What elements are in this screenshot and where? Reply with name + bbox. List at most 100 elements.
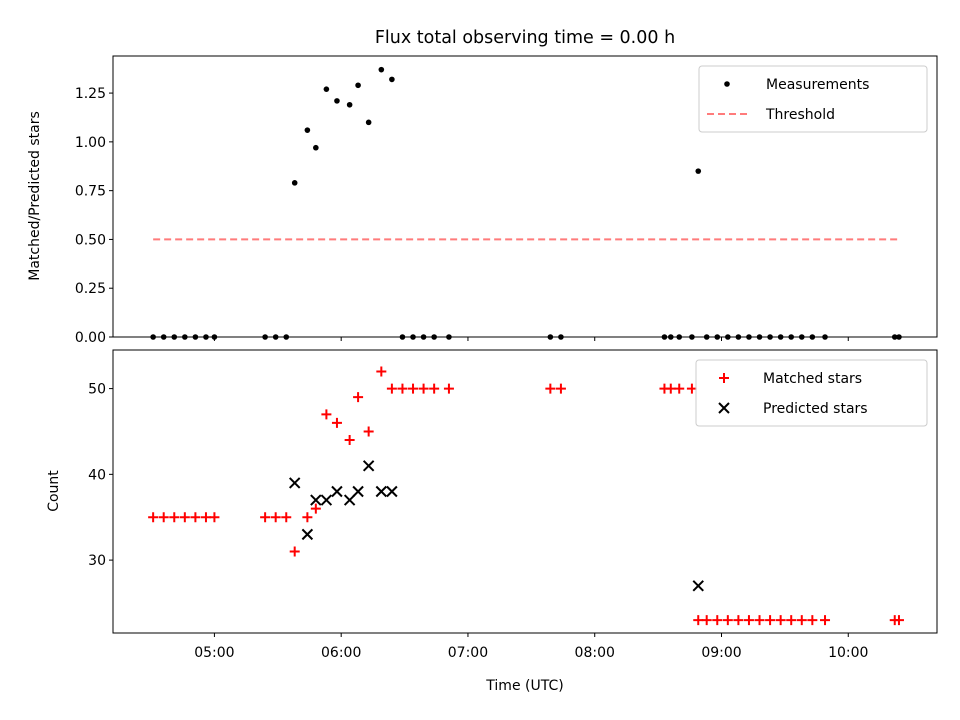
- measurement-point: [283, 334, 290, 340]
- measurement-point: [777, 334, 784, 340]
- matched-star-point: [200, 512, 211, 523]
- x-tick-label: 09:00: [701, 645, 741, 661]
- matched-star-point: [765, 615, 776, 626]
- matched-star-point: [169, 512, 180, 523]
- x-tick-label: 08:00: [575, 645, 615, 661]
- predicted-star-point: [343, 494, 356, 506]
- measurement-point: [410, 334, 416, 340]
- matched-star-point: [158, 512, 169, 523]
- measurement-point: [809, 334, 816, 340]
- matched-star-point: [754, 615, 765, 626]
- matched-star-point: [443, 383, 454, 394]
- top-panel: Matched/Predicted stars 0.00 0.25 0.50 0.75…: [27, 55, 938, 346]
- x-tick-label: 06:00: [321, 645, 361, 661]
- matched-star-point: [270, 512, 281, 523]
- matched-star-point: [712, 615, 723, 626]
- x-tick-label: 10:00: [828, 645, 868, 661]
- legend-dot-swatch: [724, 81, 730, 87]
- series-measurements: [150, 66, 902, 340]
- y-tick-label: 30: [88, 553, 106, 569]
- matched-star-point: [693, 615, 704, 626]
- y-tick-label: 50: [88, 382, 106, 398]
- measurement-point: [735, 334, 742, 340]
- matched-star-point: [302, 512, 313, 523]
- legend-label: Matched stars: [763, 371, 862, 387]
- measurement-point: [695, 168, 702, 174]
- measurement-point: [389, 76, 395, 83]
- matched-star-point: [353, 392, 364, 403]
- bottom-plot-frame: [112, 349, 938, 634]
- measurement-point: [365, 119, 372, 126]
- predicted-star-point: [362, 460, 375, 472]
- x-axis-label: Time (UTC): [485, 678, 563, 694]
- measurement-point: [378, 66, 385, 73]
- measurement-point: [547, 334, 554, 340]
- matched-star-point: [376, 366, 387, 377]
- measurement-point: [171, 334, 178, 340]
- series-matched-stars: [148, 366, 904, 626]
- legend: Measurements Threshold: [698, 65, 928, 133]
- measurement-point: [291, 180, 298, 186]
- matched-star-point: [807, 615, 818, 626]
- matched-star-point: [344, 435, 355, 446]
- measurement-point: [304, 127, 311, 133]
- measurement-point: [313, 144, 319, 151]
- matched-star-point: [418, 383, 429, 394]
- measurement-point: [150, 334, 156, 340]
- measurement-point: [746, 334, 752, 340]
- predicted-star-point: [331, 485, 343, 498]
- measurement-point: [272, 334, 279, 340]
- y-tick-label: 1.25: [75, 86, 106, 102]
- measurement-point: [446, 334, 452, 340]
- matched-star-point: [733, 615, 744, 626]
- measurement-point: [788, 334, 795, 340]
- matched-star-point: [555, 383, 566, 394]
- y-tick-label: 0.25: [75, 281, 106, 297]
- measurement-point: [211, 334, 218, 340]
- matched-star-point: [786, 615, 797, 626]
- measurement-point: [703, 334, 710, 340]
- matched-star-point: [289, 546, 300, 557]
- measurement-point: [667, 334, 674, 340]
- matched-star-point: [893, 615, 904, 626]
- measurement-point: [689, 334, 695, 340]
- measurement-point: [182, 334, 188, 340]
- matched-star-point: [775, 615, 786, 626]
- measurement-point: [355, 82, 361, 89]
- predicted-star-point: [320, 494, 333, 506]
- top-plot-frame: [112, 55, 938, 338]
- measurement-point: [676, 334, 683, 340]
- measurement-point: [262, 334, 268, 340]
- matched-star-point: [148, 512, 159, 523]
- y-tick-label: 0.00: [75, 330, 106, 346]
- measurement-point: [891, 334, 898, 340]
- series-predicted-stars: [288, 460, 704, 592]
- legend-plus-swatch: [719, 373, 729, 383]
- matched-star-point: [209, 512, 220, 523]
- chart-title: Flux total observing time = 0.00 h: [375, 28, 675, 48]
- measurement-point: [558, 334, 564, 340]
- matched-star-point: [281, 512, 292, 523]
- measurement-point: [725, 334, 731, 340]
- y-tick-label: 1.00: [75, 135, 106, 151]
- matched-star-point: [408, 383, 419, 394]
- matched-star-point: [179, 512, 190, 523]
- legend-box: [698, 65, 928, 133]
- predicted-star-point: [310, 494, 322, 506]
- measurement-point: [334, 98, 340, 104]
- matched-star-point: [363, 426, 374, 437]
- legend-x-swatch: [718, 402, 730, 414]
- measurement-point: [399, 334, 406, 340]
- measurement-point: [896, 334, 902, 340]
- measurement-point: [661, 334, 668, 340]
- measurement-point: [756, 334, 763, 340]
- predicted-star-point: [386, 485, 398, 498]
- measurement-point: [420, 334, 427, 340]
- x-tick-label: 07:00: [448, 645, 488, 661]
- predicted-star-point: [375, 485, 388, 498]
- matched-star-point: [321, 409, 332, 420]
- bottom-y-axis-label: Count: [46, 470, 62, 512]
- measurement-point: [323, 86, 330, 92]
- measurement-point: [346, 101, 353, 108]
- measurement-point: [714, 334, 721, 340]
